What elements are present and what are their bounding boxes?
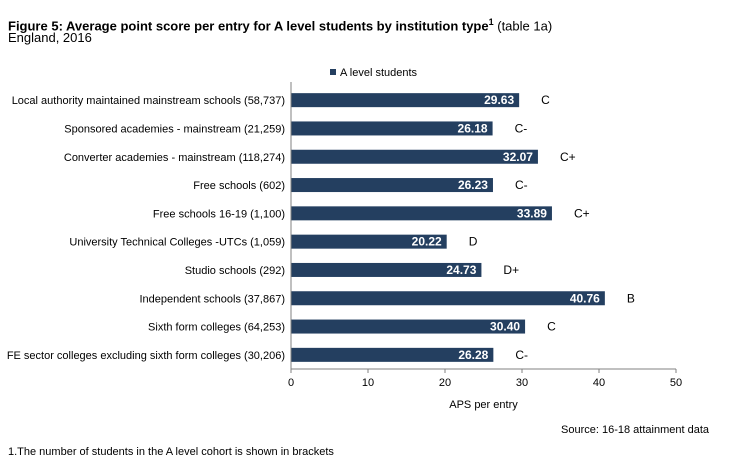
legend-label: A level students xyxy=(340,67,418,79)
category-label: Sixth form colleges (64,253) xyxy=(148,322,285,334)
grade-label: C+ xyxy=(560,150,576,164)
bar-value-label: 26.23 xyxy=(458,178,488,192)
bar-value-label: 40.76 xyxy=(570,291,600,305)
bar xyxy=(291,206,552,221)
bar xyxy=(291,291,605,306)
grade-label: D+ xyxy=(503,263,519,277)
bar xyxy=(291,121,493,136)
x-axis-title: APS per entry xyxy=(449,399,518,411)
bar xyxy=(291,149,538,164)
grade-label: C- xyxy=(515,348,528,362)
legend-swatch xyxy=(330,69,336,75)
chart-title-footnote-marker: 1 xyxy=(488,17,494,27)
category-label: Free schools 16-19 (1,100) xyxy=(153,208,285,220)
chart-subtitle: England, 2016 xyxy=(8,30,92,45)
x-tick-label: 30 xyxy=(516,377,528,389)
bar-value-label: 24.73 xyxy=(446,263,476,277)
x-tick-label: 10 xyxy=(362,377,374,389)
bar xyxy=(291,178,493,193)
category-label: Sponsored academies - mainstream (21,259… xyxy=(64,123,285,135)
x-tick-label: 0 xyxy=(288,377,294,389)
x-tick-label: 50 xyxy=(670,377,682,389)
bar-value-label: 20.22 xyxy=(412,235,442,249)
x-tick-label: 40 xyxy=(593,377,605,389)
grade-label: C xyxy=(547,320,556,334)
grade-label: C- xyxy=(515,178,528,192)
bar-value-label: 26.18 xyxy=(458,121,488,135)
grade-label: B xyxy=(627,291,635,305)
bar xyxy=(291,93,520,108)
bar xyxy=(291,234,447,249)
bar xyxy=(291,319,526,334)
grade-label: C+ xyxy=(574,206,590,220)
grade-label: C xyxy=(541,93,550,107)
chart-title: Figure 5: Average point score per entry … xyxy=(8,14,552,34)
chart-title-suffix: (table 1a) xyxy=(493,18,553,34)
bar-value-label: 32.07 xyxy=(503,150,533,164)
source-note: Source: 16-18 attainment data xyxy=(561,424,709,436)
bar-value-label: 30.40 xyxy=(490,320,520,334)
bar xyxy=(291,347,494,362)
bar xyxy=(291,262,482,277)
category-label: Free schools (602) xyxy=(193,180,285,192)
category-label: Converter academies - mainstream (118,27… xyxy=(64,152,285,164)
category-label: FE sector colleges excluding sixth form … xyxy=(7,350,285,362)
grade-label: C- xyxy=(515,121,528,135)
category-label: University Technical Colleges -UTCs (1,0… xyxy=(69,237,285,249)
x-tick-label: 20 xyxy=(439,377,451,389)
bar-value-label: 29.63 xyxy=(484,93,514,107)
chart-title-main: Figure 5: Average point score per entry … xyxy=(8,18,489,34)
bar-value-label: 33.89 xyxy=(517,206,547,220)
bar-value-label: 26.28 xyxy=(458,348,488,362)
footnote: 1.The number of students in the A level … xyxy=(8,446,334,458)
category-label: Local authority maintained mainstream sc… xyxy=(12,95,285,107)
grade-label: D xyxy=(469,235,478,249)
category-label: Independent schools (37,867) xyxy=(139,293,285,305)
category-label: Studio schools (292) xyxy=(185,265,285,277)
